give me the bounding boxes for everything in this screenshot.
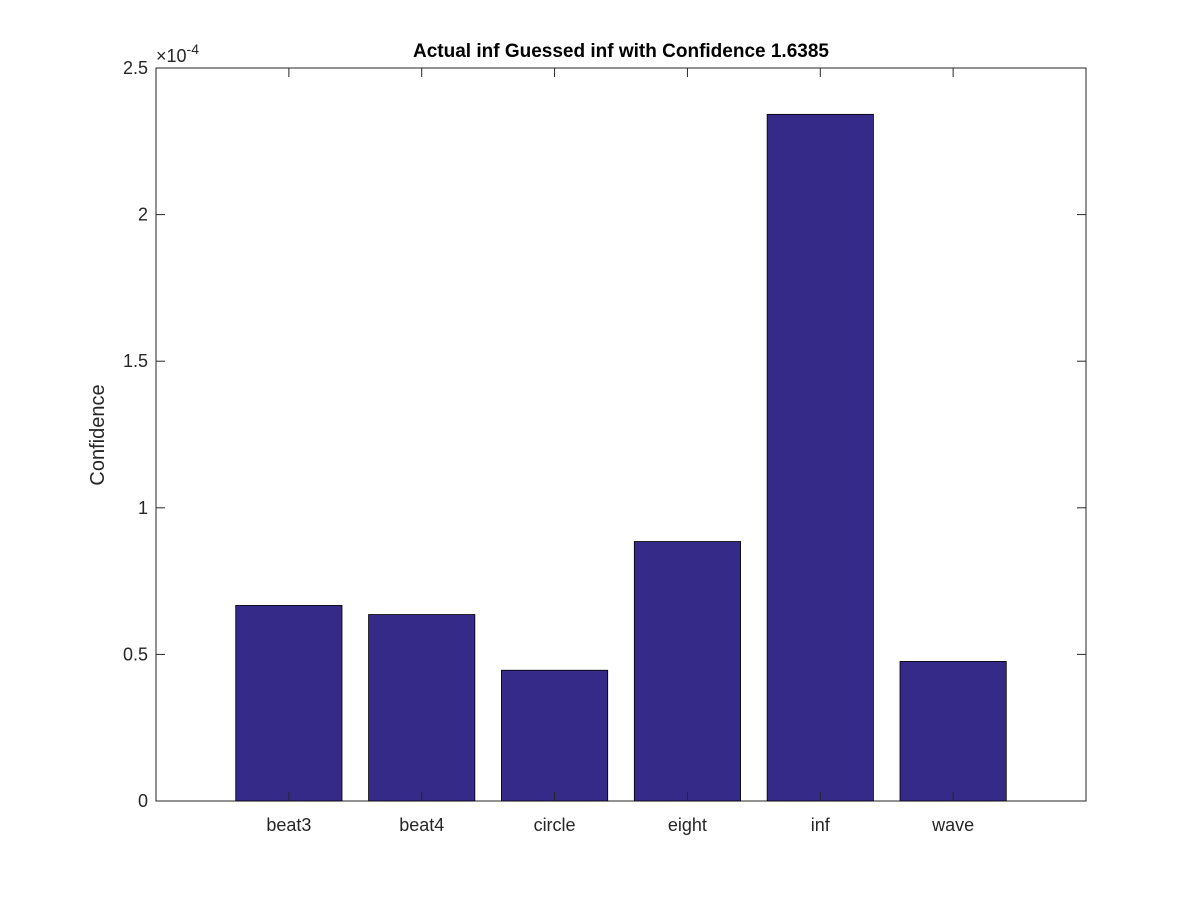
exponent-power: -4 — [187, 41, 200, 57]
bar-beat3 — [235, 605, 343, 802]
x-tick-label-circle: circle — [534, 815, 576, 835]
exponent-base: 10 — [167, 46, 187, 66]
y-tick-label: 0.5 — [123, 644, 148, 664]
y-ticks-group: 0 0.5 1 1.5 2 2.5 — [123, 58, 1086, 811]
x-ticks-group: beat3 beat4 circle eight inf wave — [266, 68, 974, 835]
y-tick-label: 0 — [138, 791, 148, 811]
y-tick-label: 1.5 — [123, 351, 148, 371]
x-tick-label-beat4: beat4 — [399, 815, 444, 835]
y-exponent-label: ×10-4 — [156, 41, 199, 66]
y-tick-label: 2.5 — [123, 58, 148, 78]
bar-beat4 — [368, 614, 476, 802]
x-tick-label-beat3: beat3 — [266, 815, 311, 835]
bar-eight — [633, 541, 741, 802]
bars-group — [235, 113, 1007, 802]
x-tick-label-eight: eight — [668, 815, 707, 835]
y-axis-label: Confidence — [87, 384, 109, 485]
x-tick-label-inf: inf — [811, 815, 831, 835]
chart-title: Actual inf Guessed inf with Confidence 1… — [413, 41, 829, 62]
bar-inf — [766, 113, 874, 802]
bar-wave — [899, 661, 1007, 802]
y-tick-label: 1 — [138, 498, 148, 518]
bar-circle — [501, 669, 609, 802]
exponent-times-sign: × — [156, 46, 167, 66]
y-tick-label: 2 — [138, 205, 148, 225]
x-tick-label-wave: wave — [931, 815, 974, 835]
